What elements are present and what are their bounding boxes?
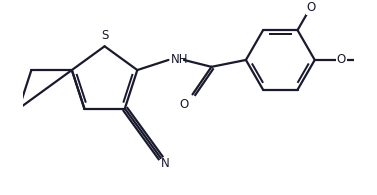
Text: O: O <box>337 53 346 66</box>
Text: O: O <box>307 1 316 14</box>
Text: O: O <box>180 98 189 111</box>
Text: NH: NH <box>171 53 188 66</box>
Text: S: S <box>101 28 108 42</box>
Text: N: N <box>160 157 169 170</box>
